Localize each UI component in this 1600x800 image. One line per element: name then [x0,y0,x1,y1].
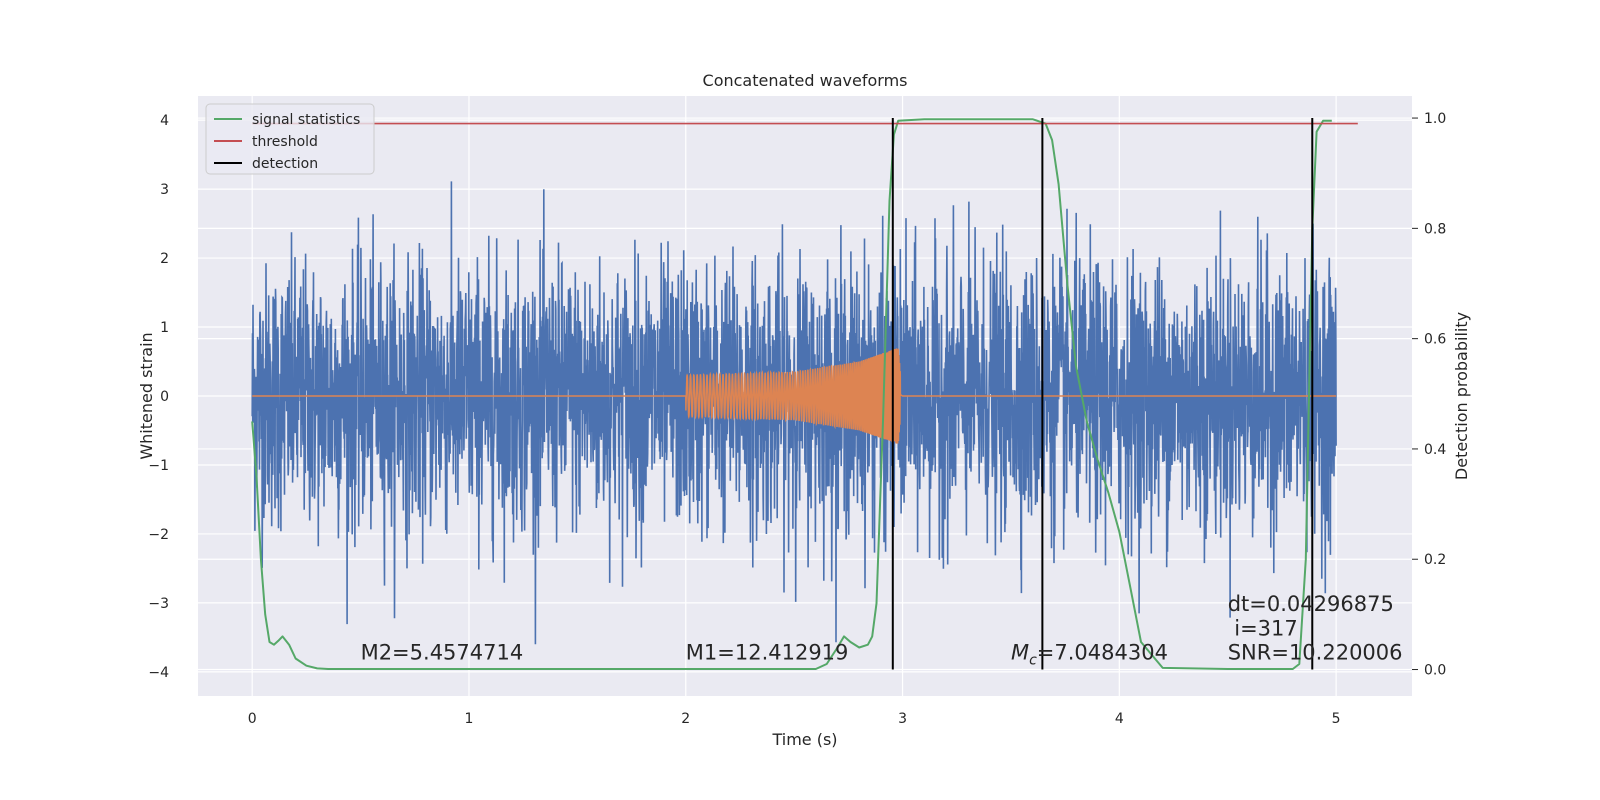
y-right-tick-label: 0.2 [1424,552,1446,568]
y-tick-label: −1 [148,458,169,474]
annotation-text: Mc=7.0484304 [1011,640,1168,668]
annotation-text: M1=12.412919 [686,640,849,664]
legend-label: signal statistics [252,112,360,128]
y-tick-label: 2 [160,251,169,267]
annotation-text: SNR=10.220006 [1228,640,1403,664]
y-axis-label: Whitened strain [137,332,156,459]
x-tick-label: 1 [465,711,474,727]
y-tick-label: 3 [160,182,169,198]
y-right-tick-label: 0.6 [1424,332,1446,348]
annotation-text: i=317 [1234,616,1298,640]
y-tick-label: 0 [160,389,169,405]
x-tick-label: 4 [1115,711,1124,727]
x-tick-label: 0 [248,711,257,727]
y-right-tick-label: 0.8 [1424,221,1446,237]
annotations: M2=5.4574714 M1=12.412919 Mc=7.0484304 dt=0… [361,592,1403,668]
x-tick-label: 5 [1332,711,1341,727]
y-tick-label: −4 [148,665,169,681]
signal-statistics-line [251,118,1332,670]
y-tick-label: 1 [160,320,169,336]
strain-series-line [251,181,1337,645]
y-right-tick-label: 1.0 [1424,111,1446,127]
ticks: 0 1 2 3 4 5 −4 −3 −2 −1 0 1 2 3 4 0.0 0.2 0.4 0.6 0.8 1.0 [148,111,1446,727]
y-tick-label: −3 [148,596,169,612]
legend-label: threshold [252,134,318,150]
legend: signal statistics threshold detection [205,103,375,175]
y-right-tick-label: 0.0 [1424,663,1446,679]
annotation-text: dt=0.04296875 [1228,592,1394,616]
y-tick-label: 4 [160,113,169,129]
legend-box [205,103,375,175]
annotation-text: M2=5.4574714 [361,640,524,664]
series-layer [251,118,1358,670]
legend-label: detection [252,156,318,172]
template-series-line [252,348,1337,444]
y-right-tick-label: 0.4 [1424,442,1446,458]
x-axis-label: Time (s) [771,730,837,749]
x-tick-label: 3 [898,711,907,727]
chart-title: Concatenated waveforms [703,71,908,90]
y-tick-label: −2 [148,527,169,543]
y-axis-label-right: Detection probability [1452,312,1471,480]
x-tick-label: 2 [681,711,690,727]
